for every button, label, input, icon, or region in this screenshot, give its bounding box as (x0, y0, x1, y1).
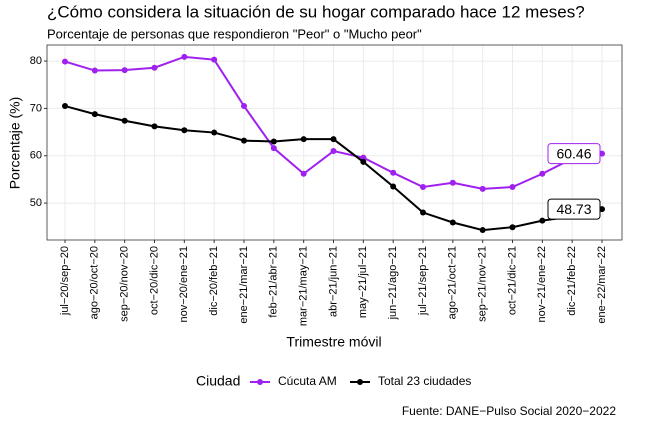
point (270, 145, 277, 152)
value-label-box (547, 143, 601, 165)
x-tick-label: ago−21/oct−21 (447, 246, 459, 319)
point (509, 183, 516, 190)
point (539, 170, 546, 177)
x-tick-label: dic−21/feb−22 (566, 246, 578, 316)
point (62, 103, 68, 110)
x-tick-label: ene−22/mar−22 (596, 246, 608, 324)
x-tick-label: ene−21/mar−21 (238, 246, 250, 324)
point (360, 154, 367, 161)
point (241, 103, 247, 110)
point (181, 53, 188, 60)
chart-title: ¿Cómo considera la situación de su hogar… (47, 2, 585, 21)
value-label-text: 48.73 (556, 201, 591, 217)
x-tick-label: ago−20/oct−20 (89, 246, 101, 319)
point (211, 56, 218, 63)
point (91, 67, 98, 74)
y-tick-label: 50 (30, 197, 42, 209)
y-tick-label: 60 (30, 150, 42, 162)
point (509, 224, 516, 231)
point (539, 217, 546, 224)
value-label: 48.73 (547, 198, 601, 220)
point (91, 111, 98, 118)
point (449, 179, 456, 186)
value-label: 60.46 (547, 143, 601, 165)
x-tick-label: feb−21/abr−21 (268, 246, 280, 318)
point (62, 58, 68, 65)
point (270, 138, 277, 145)
x-tick-label: jul−21/sep−21 (417, 246, 429, 316)
x-tick-label: nov−20/ene−21 (178, 246, 190, 322)
x-tick-label: sep−21/nov−21 (477, 246, 489, 322)
point (151, 123, 158, 130)
legend-label: Cúcuta AM (278, 374, 337, 388)
point (420, 209, 426, 216)
x-tick-label: abr−21/jun−21 (327, 246, 339, 317)
y-axis-title: Porcentaje (%) (7, 97, 23, 190)
value-label-box (547, 198, 601, 220)
x-tick-label: jul−20/sep−20 (59, 246, 71, 316)
point (121, 67, 128, 74)
x-tick-label: sep−20/nov−20 (119, 246, 131, 322)
point (420, 183, 426, 190)
point (181, 127, 188, 134)
point (390, 169, 397, 176)
x-axis-title: Trimestre móvil (286, 334, 381, 350)
point (360, 158, 367, 165)
point (449, 219, 456, 226)
x-tick-label: dic−20/feb−21 (208, 246, 220, 316)
point (479, 227, 486, 234)
x-tick-label: oct−21/dic−21 (506, 246, 518, 315)
y-tick-label: 70 (30, 102, 42, 114)
point (121, 117, 128, 124)
legend-label: Total 23 ciudades (378, 374, 471, 388)
chart-subtitle: Porcentaje de personas que respondieron … (47, 26, 422, 41)
point (241, 137, 247, 144)
panel-border (46, 44, 623, 241)
point (330, 148, 337, 155)
point (151, 64, 158, 71)
point (211, 129, 218, 136)
x-tick-label: mar−21/may−21 (298, 246, 310, 326)
x-tick-label: oct−20/dic−20 (148, 246, 160, 315)
legend-title: Ciudad (196, 373, 240, 389)
point (330, 136, 337, 143)
point (300, 136, 307, 143)
x-tick-label: may−21/jul−21 (357, 246, 369, 318)
point (479, 185, 486, 192)
caption: Fuente: DANE−Pulso Social 2020−2022 (402, 404, 616, 418)
point (300, 170, 307, 177)
y-tick-label: 80 (30, 55, 42, 67)
x-tick-label: jun−21/ago−21 (387, 246, 399, 320)
value-label-text: 60.46 (556, 145, 591, 161)
legend-key-point (257, 379, 263, 385)
x-tick-label: nov−21/ene−22 (536, 246, 548, 322)
point (390, 183, 397, 190)
legend-key-point (357, 379, 363, 385)
